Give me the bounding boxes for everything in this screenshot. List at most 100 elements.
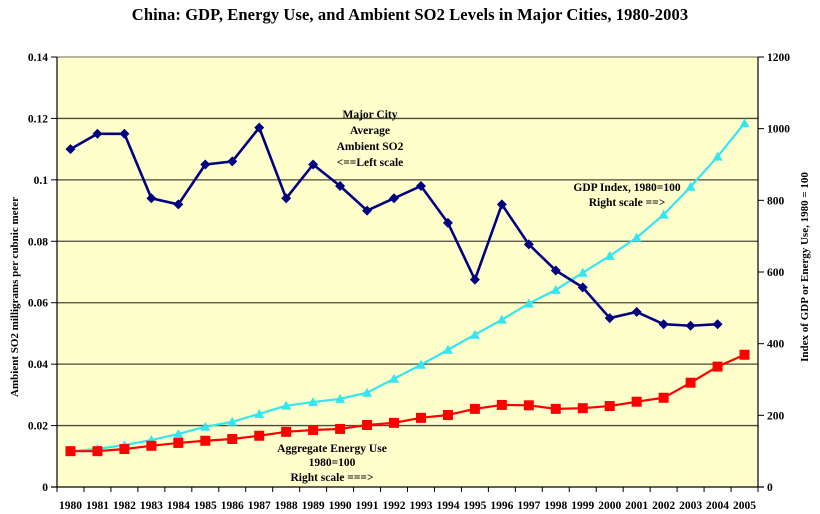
data-point-diamond — [712, 319, 723, 330]
x-tick-label: 2003 — [679, 500, 702, 512]
data-point-square — [550, 403, 561, 414]
data-point-square — [281, 426, 292, 437]
annotation-line: Major City — [342, 109, 397, 121]
y-right-tick-label: 800 — [767, 195, 785, 207]
data-point-triangle — [631, 232, 642, 242]
annotation-line: Right scale ===> — [290, 472, 373, 484]
data-point-triangle — [469, 329, 480, 339]
y-left-tick-label: 0.14 — [28, 52, 48, 64]
data-point-diamond — [631, 306, 642, 317]
y-right-tick-label: 400 — [767, 339, 785, 351]
data-point-diamond — [604, 313, 615, 324]
x-tick-label: 2002 — [652, 500, 675, 512]
data-point-triangle — [362, 387, 373, 397]
y-right-tick-label: 0 — [767, 482, 773, 494]
y-left-tick-label: 0.02 — [28, 421, 48, 433]
data-point-diamond — [119, 128, 130, 139]
data-point-triangle — [550, 284, 561, 294]
series-layer — [65, 118, 750, 457]
x-tick-label: 1999 — [571, 500, 594, 512]
data-point-triangle — [712, 151, 723, 161]
data-point-square — [227, 433, 238, 444]
y-right-tick-label: 200 — [767, 410, 785, 422]
annotation-line: <==Left scale — [337, 157, 404, 169]
data-point-square — [442, 409, 453, 420]
data-point-square — [577, 403, 588, 414]
x-tick-label: 1980 — [59, 500, 82, 512]
annotation-line: Average — [350, 125, 390, 137]
x-tick-label: 1994 — [436, 500, 459, 512]
data-point-square — [631, 396, 642, 407]
x-tick-label: 1991 — [356, 500, 379, 512]
y-axis-left-title: Ambient SO2 milligrams per cubnic meter — [9, 197, 21, 397]
chart-title: China: GDP, Energy Use, and Ambient SO2 … — [131, 5, 689, 24]
y-left-tick-label: 0.06 — [28, 298, 48, 310]
series-line — [70, 122, 746, 453]
x-tick-label: 1982 — [113, 500, 136, 512]
data-point-square — [200, 435, 211, 446]
data-point-diamond — [200, 159, 211, 170]
data-point-diamond — [685, 320, 696, 331]
data-point-triangle — [658, 209, 669, 219]
data-point-triangle — [227, 416, 238, 426]
data-point-square — [389, 417, 400, 428]
y-left-tick-label: 0 — [42, 482, 48, 494]
annotation-gdp: GDP Index, 1980=100 Right scale ==> — [573, 182, 680, 209]
x-tick-label: 1987 — [248, 500, 271, 512]
annotation-line: GDP Index, 1980=100 — [573, 182, 680, 194]
data-point-diamond — [362, 205, 373, 216]
data-point-triangle — [496, 314, 507, 324]
data-point-triangle — [389, 373, 400, 383]
data-point-square — [712, 361, 723, 372]
data-point-triangle — [442, 344, 453, 354]
data-point-diamond — [523, 239, 534, 250]
annotation-line: Aggregate Energy Use — [277, 443, 387, 455]
data-point-square — [92, 446, 103, 457]
data-point-triangle — [415, 359, 426, 369]
annotation-line: Ambient SO2 — [337, 141, 404, 153]
data-point-square — [362, 420, 373, 431]
x-tick-label: 1985 — [194, 500, 217, 512]
data-point-square — [523, 400, 534, 411]
data-point-triangle — [335, 393, 346, 403]
x-tick-label: 1984 — [167, 500, 190, 512]
data-point-triangle — [200, 421, 211, 431]
x-tick-label: 2004 — [706, 500, 729, 512]
series-energy — [65, 349, 750, 457]
x-tick-label: 1986 — [221, 500, 244, 512]
axes: 0 0.02 0.04 0.06 0.08 0.1 0.12 0.14 0 200 400 600 80… — [28, 52, 790, 512]
data-point-diamond — [146, 193, 157, 204]
data-point-diamond — [550, 265, 561, 276]
y-right-tick-label: 1000 — [767, 124, 790, 136]
x-tick-label: 2000 — [598, 500, 621, 512]
data-point-diamond — [335, 181, 346, 191]
data-point-diamond — [577, 282, 588, 293]
data-point-triangle — [173, 428, 184, 438]
data-point-triangle — [308, 397, 319, 407]
x-tick-label: 1990 — [329, 500, 352, 512]
annotation-energy: Aggregate Energy Use 1980=100 Right scal… — [277, 443, 387, 484]
data-point-triangle — [685, 181, 696, 191]
x-tick-label: 1981 — [86, 500, 109, 512]
data-point-square — [604, 401, 615, 412]
data-point-diamond — [173, 199, 184, 210]
x-tick-label: 1988 — [275, 500, 298, 512]
data-point-triangle — [604, 250, 615, 260]
x-tick-label: 2001 — [625, 500, 648, 512]
plot-area — [57, 57, 758, 487]
data-point-square — [146, 440, 157, 451]
y-axis-right-title: Index of GDP or Energy Use, 1980 = 100 — [799, 172, 811, 362]
data-point-square — [685, 377, 696, 388]
data-point-square — [658, 392, 669, 403]
data-point-diamond — [227, 156, 238, 167]
data-point-diamond — [389, 193, 400, 204]
x-tick-label: 1983 — [140, 500, 163, 512]
x-tick-label: 1997 — [517, 500, 540, 512]
data-point-triangle — [577, 267, 588, 277]
x-tick-label: 1993 — [409, 500, 432, 512]
data-point-diamond — [254, 122, 265, 133]
data-point-triangle — [739, 118, 750, 128]
data-point-triangle — [281, 400, 292, 410]
y-right-tick-label: 1200 — [767, 52, 790, 64]
data-point-square — [65, 446, 76, 457]
